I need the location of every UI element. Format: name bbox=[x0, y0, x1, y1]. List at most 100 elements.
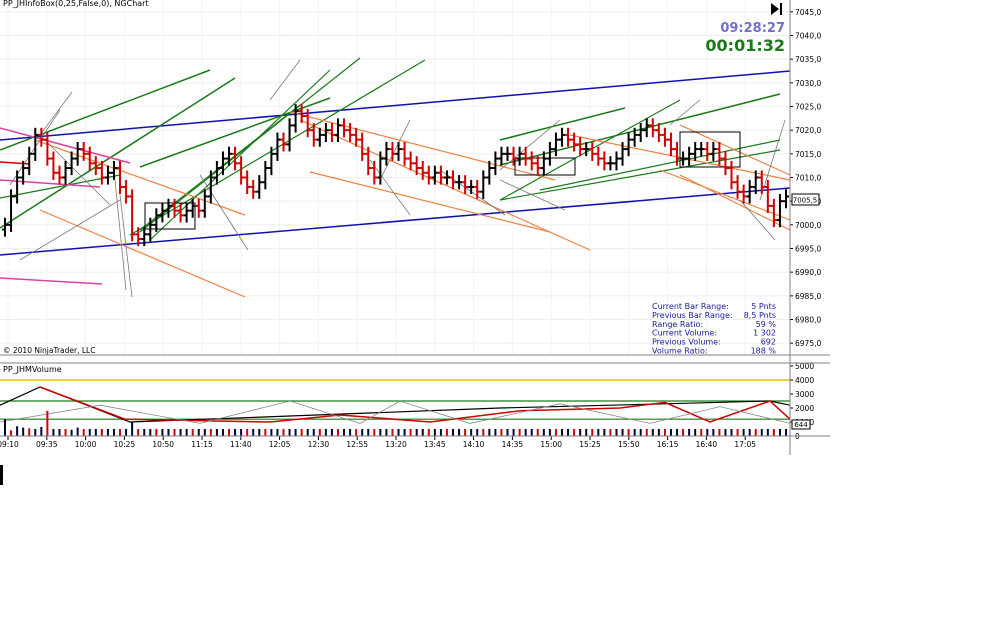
ohlc-bar bbox=[583, 142, 590, 157]
trend-line bbox=[299, 119, 591, 251]
ohlc-bar bbox=[643, 118, 650, 138]
ohlc-bar bbox=[674, 142, 681, 166]
x-tick-label: 16:15 bbox=[657, 440, 679, 449]
x-tick-label: 12:30 bbox=[308, 440, 330, 449]
ohlc-bar bbox=[710, 142, 717, 161]
x-tick-label: 09:35 bbox=[36, 440, 58, 449]
ohlc-bar bbox=[153, 208, 160, 232]
y-tick-label: 7010,0 bbox=[795, 174, 821, 183]
ohlc-bar bbox=[456, 175, 463, 190]
ohlc-bar bbox=[552, 132, 559, 157]
trend-line bbox=[0, 161, 31, 165]
trend-line bbox=[39, 134, 111, 206]
ohlc-bar bbox=[383, 142, 390, 166]
info-value: 692 bbox=[761, 338, 776, 347]
ohlc-bar bbox=[516, 146, 523, 166]
skip-to-end-icon[interactable] bbox=[771, 3, 782, 15]
info-label: Previous Volume: bbox=[652, 338, 721, 347]
ohlc-bar bbox=[546, 142, 553, 166]
x-tick-label: 12:05 bbox=[269, 440, 291, 449]
ohlc-bar bbox=[14, 170, 21, 204]
ohlc-bar bbox=[117, 160, 124, 195]
ohlc-bar bbox=[177, 203, 184, 223]
ohlc-bar bbox=[238, 156, 245, 185]
y-tick-label: 7030,0 bbox=[795, 79, 821, 88]
ohlc-bar bbox=[292, 104, 299, 133]
chart-area[interactable]: 7045,0 7040,0 7035,0 7030,0 7025,0 7020,0 7015… bbox=[0, 0, 830, 455]
ohlc-bar bbox=[165, 198, 172, 218]
ohlc-bar bbox=[129, 189, 136, 242]
ohlc-bar bbox=[92, 156, 99, 176]
ohlc-bar bbox=[558, 127, 565, 147]
ohlc-bar bbox=[50, 151, 57, 180]
vol-tick-label: 5000 bbox=[795, 362, 814, 371]
ohlc-bar bbox=[8, 189, 15, 232]
ohlc-bar bbox=[431, 165, 438, 185]
ohlc-bar bbox=[353, 127, 360, 147]
x-tick-label: 10:00 bbox=[75, 440, 97, 449]
ohlc-bar bbox=[341, 118, 348, 138]
info-label: Volume Ratio: bbox=[652, 347, 708, 356]
ohlc-bar bbox=[2, 217, 8, 237]
x-tick-label: 12:55 bbox=[346, 440, 368, 449]
ohlc-bar bbox=[159, 203, 166, 223]
ohlc-bar bbox=[770, 198, 777, 228]
trend-line bbox=[679, 124, 791, 176]
time-axis: 09:10 09:35 10:00 10:25 10:50 11:15 11:40 12:05… bbox=[0, 436, 756, 449]
ohlc-bar bbox=[637, 123, 644, 142]
x-tick-label: 10:25 bbox=[114, 440, 136, 449]
ohlc-bar bbox=[571, 132, 578, 152]
ohlc-bar bbox=[68, 151, 75, 176]
ohlc-bar bbox=[522, 146, 529, 166]
trend-line bbox=[0, 187, 791, 256]
ohlc-bar bbox=[589, 142, 596, 161]
trend-line bbox=[19, 199, 121, 261]
volume-trend-line bbox=[39, 386, 791, 423]
x-tick-label: 13:20 bbox=[385, 440, 407, 449]
ohlc-bar bbox=[692, 142, 699, 161]
ohlc-bar bbox=[256, 175, 263, 199]
ohlc-bar bbox=[734, 175, 741, 199]
trend-line bbox=[679, 174, 791, 231]
vol-tick-label: 4000 bbox=[795, 376, 814, 385]
trend-line bbox=[289, 111, 556, 181]
vol-tick-label: 2000 bbox=[795, 404, 814, 413]
ohlc-bar bbox=[377, 151, 384, 185]
ohlc-bar bbox=[413, 156, 420, 176]
price-chart-svg[interactable]: 7045,0 7040,0 7035,0 7030,0 7025,0 7020,0 7015… bbox=[0, 0, 830, 455]
info-label: Previous Bar Range: bbox=[652, 311, 733, 320]
volume-bars bbox=[4, 410, 787, 436]
left-edge-marker bbox=[0, 465, 3, 485]
ohlc-bar bbox=[274, 132, 281, 161]
x-tick-label: 17:05 bbox=[734, 440, 756, 449]
trend-line bbox=[499, 107, 626, 141]
vol-tick-label: 3000 bbox=[795, 390, 814, 399]
ohlc-bar bbox=[183, 203, 190, 223]
x-tick-label: 16:40 bbox=[696, 440, 718, 449]
ohlc-bar bbox=[201, 189, 208, 218]
info-label: Current Volume: bbox=[652, 329, 717, 338]
ohlc-bar bbox=[607, 156, 614, 171]
ohlc-bar bbox=[492, 151, 499, 176]
ohlc-bar bbox=[686, 146, 693, 166]
y-tick-label: 7015,0 bbox=[795, 150, 821, 159]
ohlc-bar bbox=[189, 198, 196, 218]
price-axis: 7045,0 7040,0 7035,0 7030,0 7025,0 7020,0 7015… bbox=[790, 8, 821, 348]
ohlc-bar bbox=[123, 179, 130, 204]
ohlc-bar bbox=[232, 146, 239, 171]
info-box: Current Bar Range: 5 Pnts Previous Bar Ran… bbox=[652, 302, 776, 356]
ohlc-bar bbox=[595, 146, 602, 166]
ohlc-bar bbox=[32, 127, 39, 161]
ohlc-bar bbox=[631, 127, 638, 147]
ohlc-bar bbox=[613, 151, 620, 171]
ohlc-bar bbox=[365, 146, 372, 176]
trend-line bbox=[199, 174, 249, 251]
ohlc-bar bbox=[468, 179, 475, 195]
y-tick-label: 7000,0 bbox=[795, 221, 821, 230]
ohlc-bar bbox=[625, 132, 632, 157]
x-tick-label: 15:00 bbox=[540, 440, 562, 449]
ohlc-bar bbox=[704, 142, 711, 161]
info-label: Range Ratio: bbox=[652, 320, 703, 329]
ohlc-bar bbox=[510, 146, 517, 166]
ohlc-bar bbox=[746, 179, 753, 204]
